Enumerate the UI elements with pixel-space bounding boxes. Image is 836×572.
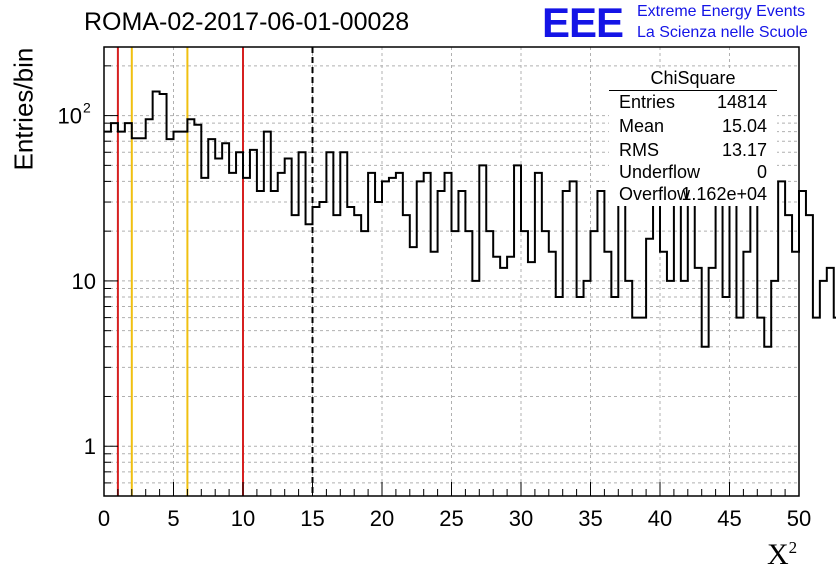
eee-logo: EEE xyxy=(542,0,624,46)
x-tick-label: 45 xyxy=(717,506,741,531)
stats-box: ChiSquare Entries 14814 Mean 15.04 RMS 1… xyxy=(609,68,777,206)
x-axis-label: X2 xyxy=(767,538,798,571)
stats-key: Underflow xyxy=(619,162,701,182)
stats-key: RMS xyxy=(619,140,659,160)
stats-value: 1.162e+04 xyxy=(681,184,767,204)
x-tick-label: 40 xyxy=(648,506,672,531)
x-tick-label: 10 xyxy=(231,506,255,531)
stats-title: ChiSquare xyxy=(609,68,777,91)
y-tick-label: 1 xyxy=(84,434,96,459)
x-tick-label: 15 xyxy=(300,506,324,531)
y-tick-label: 10 xyxy=(58,104,82,129)
x-tick-label: 0 xyxy=(98,506,110,531)
y-tick-exponent: 2 xyxy=(83,100,91,116)
y-tick-label: 10 xyxy=(72,269,96,294)
x-tick-label: 5 xyxy=(167,506,179,531)
y-axis-label: Entries/bin xyxy=(8,47,39,171)
logo-subtitle-1: Extreme Energy Events xyxy=(637,3,806,20)
reference-lines xyxy=(116,47,314,496)
chart-title: ROMA-02-2017-06-01-00028 xyxy=(84,8,410,36)
stats-value: 13.17 xyxy=(721,140,767,160)
x-tick-label: 20 xyxy=(370,506,394,531)
x-tick-label: 50 xyxy=(787,506,811,531)
stats-key: Overflow xyxy=(619,184,691,204)
x-tick-label: 30 xyxy=(509,506,533,531)
stats-key: Mean xyxy=(619,116,665,136)
x-axis-ticks: 0 5 10 15 20 25 30 35 40 45 50 xyxy=(98,482,811,531)
stats-value: 15.04 xyxy=(721,116,767,136)
logo-subtitle-2: La Scienza nelle Scuole xyxy=(637,24,808,41)
x-tick-label: 25 xyxy=(439,506,463,531)
stats-value: 14814 xyxy=(716,92,767,112)
stats-key: Entries xyxy=(619,92,676,112)
stats-value: 0 xyxy=(756,162,767,182)
x-tick-label: 35 xyxy=(578,506,602,531)
